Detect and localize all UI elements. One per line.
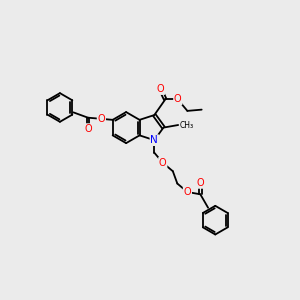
Text: O: O	[184, 187, 191, 197]
Text: N: N	[151, 135, 158, 145]
Text: O: O	[84, 124, 92, 134]
Text: O: O	[174, 94, 182, 104]
Text: O: O	[196, 178, 204, 188]
Text: O: O	[98, 114, 105, 124]
Text: CH₃: CH₃	[180, 121, 194, 130]
Text: O: O	[159, 158, 166, 168]
Text: O: O	[157, 84, 164, 94]
